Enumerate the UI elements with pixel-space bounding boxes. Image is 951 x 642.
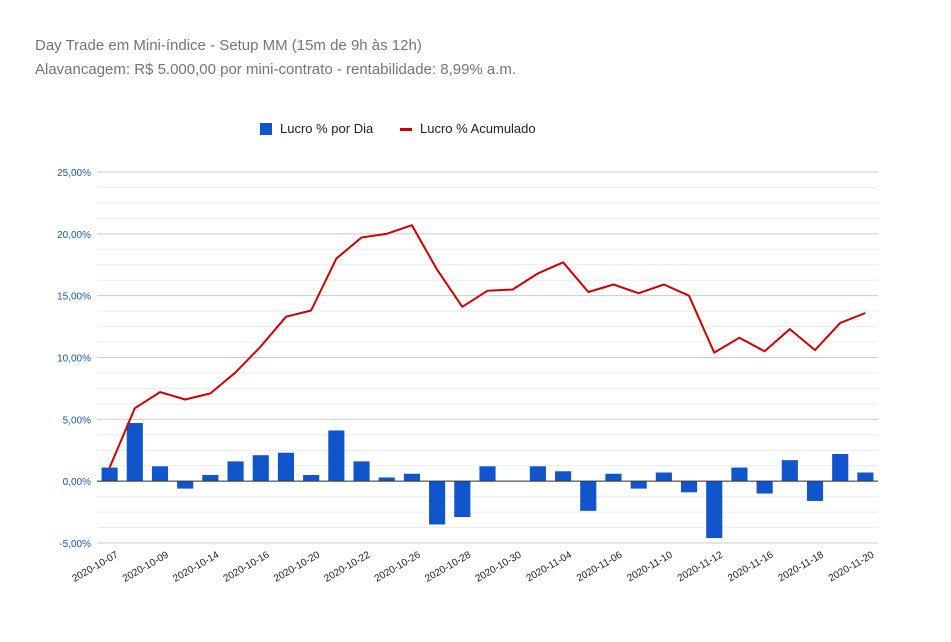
- daily-profit-bar: [580, 481, 597, 511]
- legend: Lucro % por Dia Lucro % Acumulado: [260, 121, 536, 136]
- daily-profit-bar: [202, 474, 219, 482]
- daily-profit-bar: [756, 481, 773, 494]
- daily-profit-bar: [101, 467, 118, 482]
- x-tick-label: 2020-10-16: [222, 549, 272, 584]
- x-tick-label: 2020-11-12: [676, 549, 726, 584]
- x-tick-label: 2020-10-28: [423, 549, 473, 584]
- daily-profit-bar: [151, 466, 169, 482]
- line-series: [108, 224, 866, 468]
- cumulative-profit-line: [108, 224, 866, 468]
- legend-swatch-bars: [260, 123, 272, 135]
- daily-profit-bar: [227, 461, 244, 482]
- daily-profit-bar: [353, 461, 370, 482]
- y-tick-label: 10,00%: [57, 354, 91, 365]
- gridlines: [97, 171, 878, 544]
- daily-profit-bar: [655, 472, 672, 482]
- daily-profit-bar: [706, 481, 723, 539]
- x-tick-label: 2020-10-22: [322, 549, 372, 584]
- daily-profit-bar: [529, 466, 546, 482]
- daily-profit-bar: [277, 452, 295, 482]
- legend-label-line: Lucro % Acumulado: [420, 121, 536, 136]
- daily-profit-bar: [177, 481, 194, 489]
- x-tick-label: 2020-11-16: [726, 549, 776, 584]
- y-axis-ticks: -5,00% 0,00% 5,00% 10,00% 15,00% 20,00% 25,00%: [57, 168, 91, 550]
- daily-profit-bar: [680, 481, 698, 493]
- x-tick-label: 2020-10-09: [121, 549, 171, 584]
- chart-title: Day Trade em Mini-índice - Setup MM (15m…: [35, 37, 422, 54]
- daily-profit-bar: [630, 481, 647, 489]
- daily-profit-bar: [781, 460, 798, 482]
- x-tick-label: 2020-10-26: [373, 549, 423, 584]
- daily-profit-bar: [806, 481, 824, 501]
- x-tick-label: 2020-11-04: [525, 549, 575, 584]
- bar-series: [101, 423, 874, 539]
- daily-profit-bar: [252, 455, 269, 482]
- x-tick-label: 2020-11-18: [777, 549, 827, 584]
- daily-profit-bar: [454, 481, 471, 518]
- legend-swatch-line: [400, 128, 412, 131]
- y-tick-label: 20,00%: [57, 230, 91, 241]
- y-tick-label: 25,00%: [57, 168, 91, 179]
- x-tick-label: 2020-11-10: [625, 549, 675, 584]
- x-tick-label: 2020-10-14: [171, 549, 221, 584]
- y-tick-label: -5,00%: [59, 539, 91, 550]
- x-axis-ticks: 2020-10-07 2020-10-09 2020-10-14 2020-10-16…: [70, 549, 876, 584]
- daily-profit-bar: [126, 423, 143, 482]
- daily-profit-bar: [605, 473, 622, 482]
- daily-profit-bar: [731, 467, 748, 482]
- x-tick-label: 2020-11-20: [827, 549, 877, 584]
- daily-profit-bar: [303, 474, 320, 482]
- daily-profit-bar: [328, 430, 345, 482]
- x-tick-label: 2020-10-20: [272, 549, 322, 584]
- legend-label-bars: Lucro % por Dia: [280, 121, 374, 136]
- daily-profit-bar: [403, 473, 420, 482]
- daily-profit-bar: [555, 471, 572, 482]
- daily-profit-bar: [832, 453, 849, 482]
- x-tick-label: 2020-11-06: [575, 549, 625, 584]
- y-tick-label: 5,00%: [63, 415, 91, 426]
- daily-profit-bar: [378, 477, 395, 482]
- y-tick-label: 15,00%: [57, 292, 91, 303]
- daily-profit-bar: [429, 481, 446, 525]
- chart-subtitle: Alavancagem: R$ 5.000,00 por mini-contra…: [35, 61, 517, 78]
- daily-profit-bar: [857, 472, 874, 482]
- daily-profit-bar: [479, 466, 496, 482]
- y-tick-label: 0,00%: [63, 477, 91, 488]
- x-tick-label: 2020-10-30: [474, 549, 524, 584]
- x-tick-label: 2020-10-07: [70, 549, 120, 584]
